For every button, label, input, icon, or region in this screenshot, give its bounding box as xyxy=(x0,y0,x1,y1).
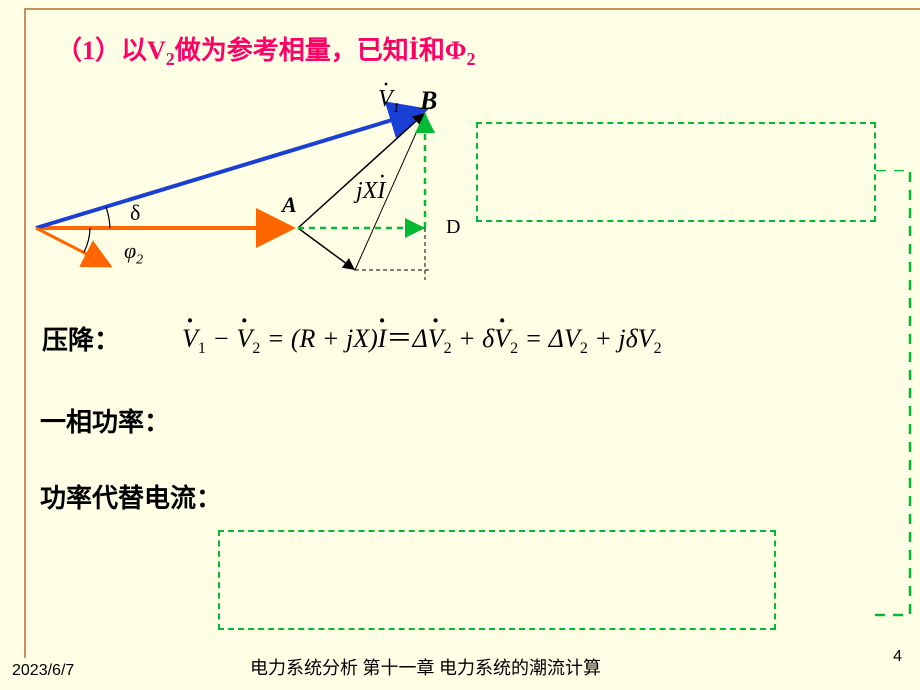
title-prefix: （1）以V xyxy=(56,36,166,65)
point-a-label: A xyxy=(282,192,297,218)
voltage-drop-formula: V1 − V2 = (R + jX)I＝ΔV2 + δV2 = ΔV2 + jδ… xyxy=(182,318,902,358)
single-phase-power-label: 一相功率： xyxy=(40,402,170,439)
point-b-label: B xyxy=(420,86,437,116)
title-mid: 做为参考相量，已知İ和Φ xyxy=(175,36,467,65)
voltage-drop-label: 压降： xyxy=(42,320,120,357)
v1-vector xyxy=(36,110,425,228)
delta-label: δ xyxy=(130,200,140,226)
dashed-box-right xyxy=(476,122,876,222)
footer-title: 电力系统分析 第十一章 电力系统的潮流计算 xyxy=(250,654,601,680)
v1-label: V·1 xyxy=(378,86,400,117)
footer-date: 2023/6/7 xyxy=(12,662,74,680)
delta-arc xyxy=(106,207,110,228)
phi-vector xyxy=(36,228,110,266)
dashed-connector xyxy=(870,170,920,640)
jxi-label: jXI· xyxy=(356,178,385,205)
power-replace-current-label: 功率代替电流： xyxy=(40,478,222,515)
title-sub1: 2 xyxy=(166,49,175,69)
ri-vector xyxy=(298,228,355,270)
point-d-label: D xyxy=(446,216,460,239)
dashed-box-bottom xyxy=(218,530,776,630)
connector-path xyxy=(870,170,910,615)
page-number: 4 xyxy=(893,648,902,666)
page-title: （1）以V2做为参考相量，已知İ和Φ2 xyxy=(56,30,475,70)
phi-arc xyxy=(84,228,90,252)
title-sub2: 2 xyxy=(466,49,475,69)
phi-label: φ2 xyxy=(124,238,143,268)
